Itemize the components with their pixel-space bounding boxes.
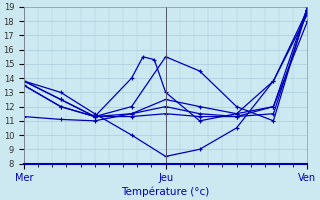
X-axis label: Température (°c): Température (°c) bbox=[122, 186, 210, 197]
